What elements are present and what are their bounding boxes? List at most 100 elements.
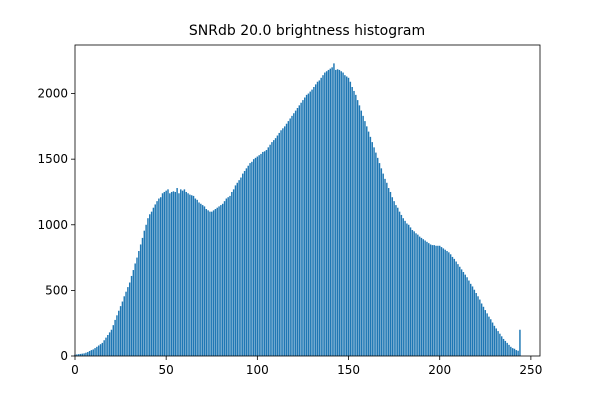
bar [393, 201, 395, 356]
bar [194, 198, 197, 356]
bar [231, 191, 233, 356]
bar [291, 115, 293, 357]
bar [123, 296, 125, 356]
bar [411, 230, 414, 356]
bar [265, 149, 268, 356]
bar [345, 76, 348, 357]
y-tick-label: 0 [60, 349, 68, 363]
bar [417, 234, 419, 356]
chart-title: SNRdb 20.0 brightness histogram [189, 23, 425, 39]
bar [355, 94, 357, 356]
bar [495, 328, 497, 356]
bar [293, 113, 295, 356]
bar [453, 258, 456, 356]
bar [180, 189, 182, 356]
bar [103, 340, 105, 356]
bar [457, 264, 459, 356]
bar [426, 241, 428, 356]
bar [422, 239, 425, 356]
x-tick-label: 200 [428, 363, 451, 377]
bar [482, 306, 485, 356]
bar [101, 342, 104, 356]
bar [353, 90, 355, 356]
bar [395, 205, 397, 356]
bar [519, 329, 521, 356]
bar [407, 224, 410, 356]
bar [475, 293, 477, 356]
bar [338, 69, 341, 356]
bar [225, 198, 228, 356]
bar [314, 84, 317, 356]
y-tick-label: 500 [45, 283, 68, 297]
bar [420, 237, 423, 356]
bar [192, 195, 195, 356]
bar [471, 286, 474, 356]
bar [322, 75, 324, 357]
bar [240, 177, 242, 356]
bar [375, 152, 377, 356]
bar [201, 205, 204, 356]
bar [402, 218, 404, 356]
bar [90, 350, 93, 356]
bar [462, 272, 465, 356]
bar [267, 147, 270, 356]
bar [468, 280, 470, 356]
bar [223, 201, 226, 356]
bar [112, 325, 115, 356]
bar [300, 102, 302, 356]
bar [391, 197, 394, 356]
bar [76, 354, 78, 356]
bar [136, 257, 138, 356]
y-tick-label: 2000 [37, 87, 68, 101]
bar [209, 211, 211, 356]
bar [515, 350, 518, 356]
bar [444, 249, 446, 356]
bar [79, 353, 82, 356]
bar [364, 121, 366, 356]
bar [311, 89, 313, 357]
bar [285, 123, 288, 356]
bar [440, 247, 443, 356]
bar [294, 110, 297, 356]
bar [96, 346, 98, 356]
bar [296, 107, 299, 357]
x-tick-label: 50 [159, 363, 174, 377]
bar [138, 251, 140, 356]
bar [382, 173, 384, 356]
bar [415, 233, 417, 356]
bar [158, 198, 160, 356]
bar [178, 193, 180, 356]
bar [252, 159, 255, 356]
bar [342, 72, 344, 357]
bar [448, 252, 450, 356]
bar [344, 75, 346, 357]
bar [130, 275, 133, 356]
bar [329, 68, 332, 357]
bar [116, 315, 118, 356]
bar [369, 136, 372, 356]
bar [460, 269, 463, 356]
bar [486, 313, 488, 356]
bar [174, 191, 177, 356]
bar [143, 230, 146, 356]
bar [105, 337, 107, 356]
bar [320, 77, 322, 356]
bar [232, 189, 235, 356]
bar [428, 243, 430, 356]
bar [511, 348, 514, 356]
bar [362, 115, 364, 357]
bar [488, 316, 490, 356]
bar [289, 118, 291, 356]
bar [118, 310, 120, 356]
bar [214, 209, 217, 356]
bar [513, 348, 516, 356]
bar [437, 245, 439, 356]
bar [256, 156, 259, 356]
bar [156, 201, 158, 356]
bar [502, 338, 505, 356]
x-tick-label: 100 [246, 363, 269, 377]
bar [316, 81, 319, 356]
x-tick-label: 0 [71, 363, 79, 377]
bar [218, 206, 220, 356]
bar [282, 128, 284, 356]
